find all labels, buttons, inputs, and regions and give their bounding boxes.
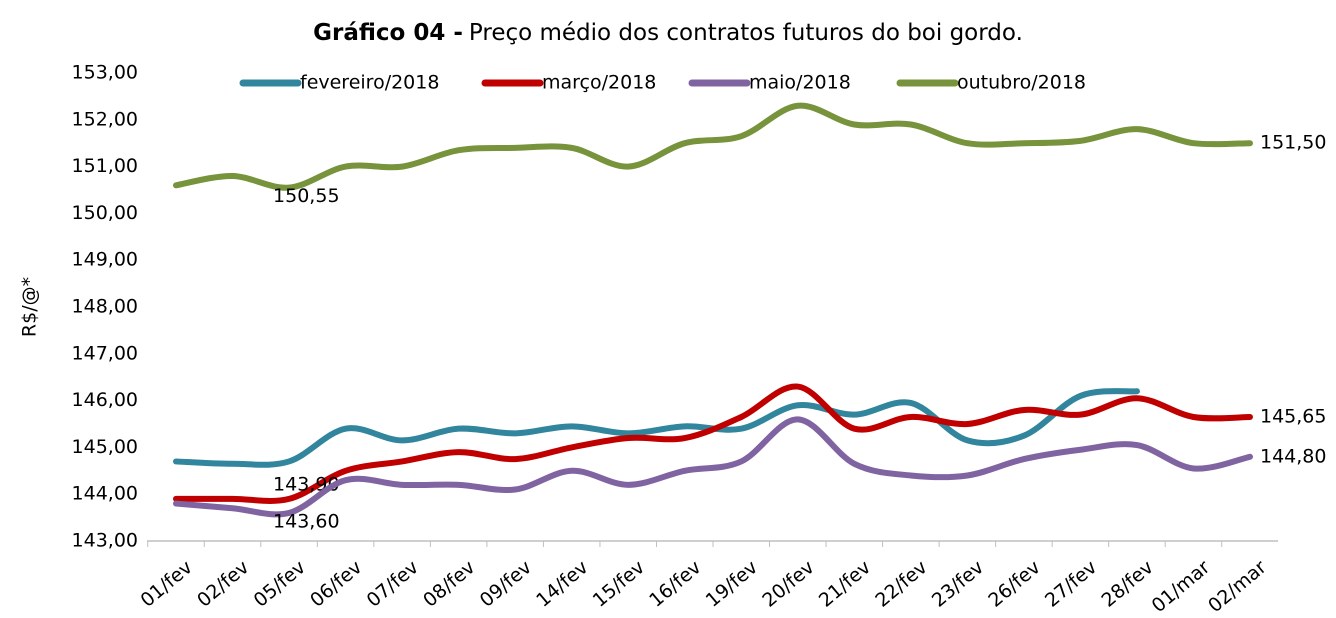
title-text: Preço médio dos contratos futuros do boi… [469, 20, 1023, 46]
x-tick-label: 02/fev [193, 556, 253, 612]
x-tick-label: 16/fev [645, 556, 705, 612]
x-tick-label: 07/fev [363, 556, 423, 612]
x-tick-label: 09/fev [476, 556, 536, 612]
x-tick-label: 21/fev [815, 556, 875, 612]
x-tick-label: 26/fev [984, 556, 1044, 612]
data-label: 143,60 [273, 510, 339, 532]
x-tick-label: 15/fev [589, 556, 649, 612]
y-tick-label: 144,00 [72, 483, 138, 505]
y-tick-label: 147,00 [72, 342, 138, 364]
x-tick-label: 05/fev [250, 556, 310, 612]
y-tick-label: 151,00 [72, 155, 138, 177]
legend-label: maio/2018 [749, 72, 851, 94]
y-tick-label: 153,00 [72, 62, 138, 84]
x-tick-label: 23/fev [928, 556, 988, 612]
data-label: 144,80 [1260, 445, 1326, 467]
y-axis-label: R$/@* [19, 277, 41, 337]
x-tick-label: 28/fev [1097, 556, 1157, 612]
data-label: 151,50 [1260, 132, 1326, 154]
series-line [173, 383, 1253, 504]
y-tick-label: 143,00 [72, 530, 138, 552]
x-tick-label: 01/fev [136, 556, 196, 612]
legend-label: outubro/2018 [957, 72, 1086, 94]
data-label: 150,55 [273, 185, 339, 207]
x-tick-label: 20/fev [758, 556, 818, 612]
y-tick-label: 149,00 [72, 249, 138, 271]
legend-label: fevereiro/2018 [300, 72, 439, 94]
y-tick-label: 148,00 [72, 296, 138, 318]
y-tick-label: 150,00 [72, 202, 138, 224]
x-tick-label: 14/fev [532, 556, 592, 612]
x-tick-label: 02/mar [1204, 556, 1271, 617]
x-tick-label: 22/fev [871, 556, 931, 612]
y-tick-label: 146,00 [72, 389, 138, 411]
chart-title: Gráfico 04 - Preço médio dos contratos fu… [313, 20, 1023, 46]
series-line [173, 388, 1140, 468]
series-line [173, 416, 1253, 518]
legend-label: março/2018 [542, 72, 656, 94]
y-tick-label: 145,00 [72, 436, 138, 458]
title-bold: Gráfico 04 - [313, 20, 463, 46]
x-tick-label: 19/fev [702, 556, 762, 612]
x-tick-label: 01/mar [1148, 556, 1215, 617]
y-tick-label: 152,00 [72, 108, 138, 130]
series-line [173, 102, 1253, 191]
data-label: 145,65 [1260, 405, 1326, 427]
x-tick-label: 08/fev [419, 556, 479, 612]
x-tick-label: 06/fev [306, 556, 366, 612]
x-tick-label: 27/fev [1041, 556, 1101, 612]
